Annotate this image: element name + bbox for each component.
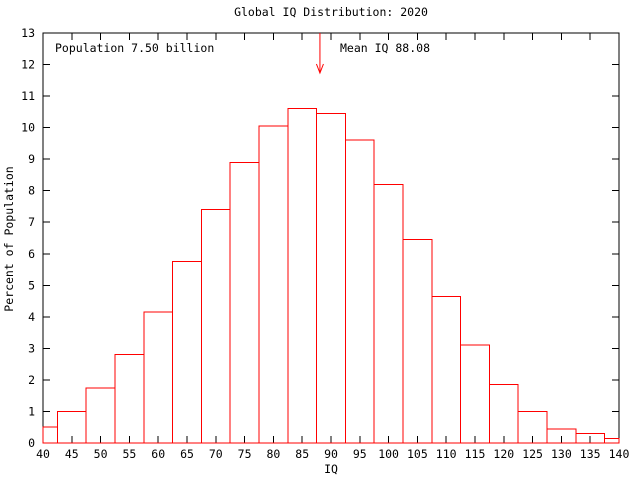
histogram-bar <box>258 125 289 444</box>
mean-annotation: Mean IQ 88.08 <box>340 41 431 55</box>
y-tick-label: 6 <box>28 247 35 261</box>
x-tick-label: 115 <box>465 447 486 461</box>
x-tick-label: 70 <box>209 447 223 461</box>
x-tick-label: 105 <box>407 447 428 461</box>
x-tick-label: 40 <box>36 447 50 461</box>
y-tick-label: 3 <box>28 341 35 355</box>
y-tick-label: 7 <box>28 215 35 229</box>
x-tick-label: 140 <box>609 447 630 461</box>
histogram-bar <box>114 354 145 444</box>
x-tick-label: 85 <box>295 447 309 461</box>
histogram-bar <box>517 410 548 444</box>
x-tick-label: 75 <box>238 447 252 461</box>
y-tick-label: 2 <box>28 373 35 387</box>
x-tick-label: 60 <box>151 447 165 461</box>
x-tick-label: 120 <box>493 447 514 461</box>
histogram-bar <box>229 161 260 444</box>
x-tick-label: 65 <box>180 447 194 461</box>
histogram-bar <box>42 426 58 444</box>
histogram-bar <box>373 183 404 444</box>
y-tick-label: 11 <box>21 89 35 103</box>
histogram-bar <box>200 209 231 444</box>
histogram-bar <box>316 112 346 444</box>
x-tick-label: 100 <box>378 447 399 461</box>
x-tick-label: 95 <box>353 447 367 461</box>
histogram-bar <box>402 239 433 444</box>
histogram-bar <box>172 261 202 444</box>
histogram-bar <box>604 437 620 444</box>
histogram-bar <box>143 311 174 444</box>
histogram-bar <box>488 384 519 444</box>
x-tick-label: 135 <box>580 447 601 461</box>
mean-arrow-head <box>315 63 324 75</box>
population-annotation: Population 7.50 billion <box>55 41 215 55</box>
y-tick-label: 13 <box>21 26 35 40</box>
x-tick-label: 110 <box>436 447 457 461</box>
y-tick-label: 12 <box>21 58 35 72</box>
y-tick-label: 4 <box>28 310 35 324</box>
y-tick-label: 5 <box>28 278 35 292</box>
y-tick-label: 9 <box>28 152 35 166</box>
histogram-bar <box>85 387 116 444</box>
histogram-bar <box>344 139 375 444</box>
y-tick-label: 1 <box>28 404 35 418</box>
histogram-bar <box>287 108 318 444</box>
y-tick-label: 0 <box>28 436 35 450</box>
x-tick-label: 90 <box>324 447 338 461</box>
x-axis-label: IQ <box>324 462 338 476</box>
chart-title: Global IQ Distribution: 2020 <box>234 5 428 19</box>
x-tick-label: 125 <box>522 447 543 461</box>
x-tick-label: 50 <box>94 447 108 461</box>
x-tick-label: 130 <box>551 447 572 461</box>
x-tick-label: 55 <box>122 447 136 461</box>
histogram-bar <box>460 344 490 444</box>
x-tick-label: 45 <box>65 447 79 461</box>
y-tick-label: 10 <box>21 121 35 135</box>
histogram-bar <box>431 295 462 444</box>
x-tick-label: 80 <box>266 447 280 461</box>
y-tick-label: 8 <box>28 184 35 198</box>
plot-frame <box>42 32 620 444</box>
